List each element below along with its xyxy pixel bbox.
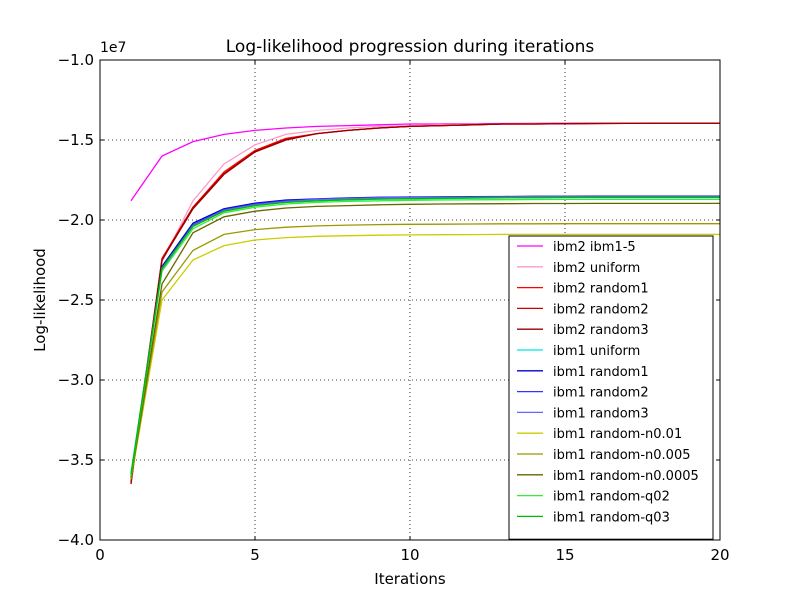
axis-ticks: 0 5 10 15 20 −4.0 −3.5 −3.0 −2.5 −2.0 −1.5 −1.0 (58, 51, 730, 564)
legend-box (508, 235, 714, 540)
x-axis-label: Iterations (374, 570, 446, 588)
legend-entry: ibm1 random-n0.01 (517, 427, 682, 442)
legend-label: ibm1 random3 (553, 406, 649, 421)
x-tick-label: 10 (400, 546, 419, 564)
x-tick-label: 5 (250, 546, 260, 564)
legend-label: ibm2 random1 (553, 282, 649, 297)
y-tick-label: −3.5 (58, 451, 94, 469)
legend-entry: ibm2 ibm1-5 (517, 240, 636, 255)
series-line-10 (130, 233, 720, 480)
x-tick-label: 15 (555, 546, 574, 564)
legend-entry: ibm1 random-n0.005 (517, 448, 691, 463)
y-tick-label: −2.0 (58, 211, 94, 229)
legend-label: ibm1 random-q02 (553, 490, 670, 505)
y-tick-label: −1.5 (58, 131, 94, 149)
legend-entry: ibm1 random-q02 (517, 490, 670, 505)
legend-label: ibm1 uniform (553, 344, 640, 359)
y-axis-offset-label: 1e7 (100, 40, 126, 56)
legend-label: ibm1 random-q03 (553, 510, 670, 525)
legend-entry: ibm1 random1 (517, 365, 649, 380)
chart-title: Log-likelihood progression during iterat… (226, 37, 595, 57)
legend-label: ibm2 random2 (553, 302, 649, 317)
legend-label: ibm1 random-n0.01 (553, 427, 682, 442)
legend-label: ibm1 random-n0.0005 (553, 469, 699, 484)
y-tick-label: −1.0 (58, 51, 94, 69)
legend-label: ibm1 random2 (553, 386, 649, 401)
series-line-5 (130, 122, 720, 485)
legend-entry: ibm2 random1 (517, 282, 649, 297)
series-lines (130, 122, 720, 485)
y-tick-label: −2.5 (58, 291, 94, 309)
legend-entry: ibm2 random2 (517, 302, 649, 317)
y-tick-label: −4.0 (58, 531, 94, 549)
legend-entry: ibm1 random3 (517, 406, 649, 421)
legend-label: ibm1 random1 (553, 365, 649, 380)
legend-label: ibm2 uniform (553, 261, 640, 276)
legend-entry: ibm1 random2 (517, 386, 649, 401)
legend: ibm2 ibm1-5 ibm2 uniform ibm2 random1 ibm2 … (508, 235, 714, 540)
series-line-13 (130, 198, 720, 477)
series-line-14 (130, 196, 720, 475)
legend-entry: ibm1 random-n0.0005 (517, 469, 699, 484)
legend-label: ibm2 ibm1-5 (553, 240, 636, 255)
legend-entry: ibm1 uniform (517, 344, 640, 359)
y-tick-label: −3.0 (58, 371, 94, 389)
x-tick-label: 0 (95, 546, 105, 564)
series-line-12 (130, 202, 720, 478)
legend-entry: ibm1 random-q03 (517, 510, 670, 525)
legend-label: ibm1 random-n0.005 (553, 448, 691, 463)
legend-entry: ibm2 uniform (517, 261, 640, 276)
y-axis-label: Log-likelihood (31, 248, 49, 352)
x-tick-label: 20 (710, 546, 729, 564)
legend-label: ibm2 random3 (553, 323, 649, 338)
legend-entry: ibm2 random3 (517, 323, 649, 338)
series-line-11 (130, 223, 720, 480)
